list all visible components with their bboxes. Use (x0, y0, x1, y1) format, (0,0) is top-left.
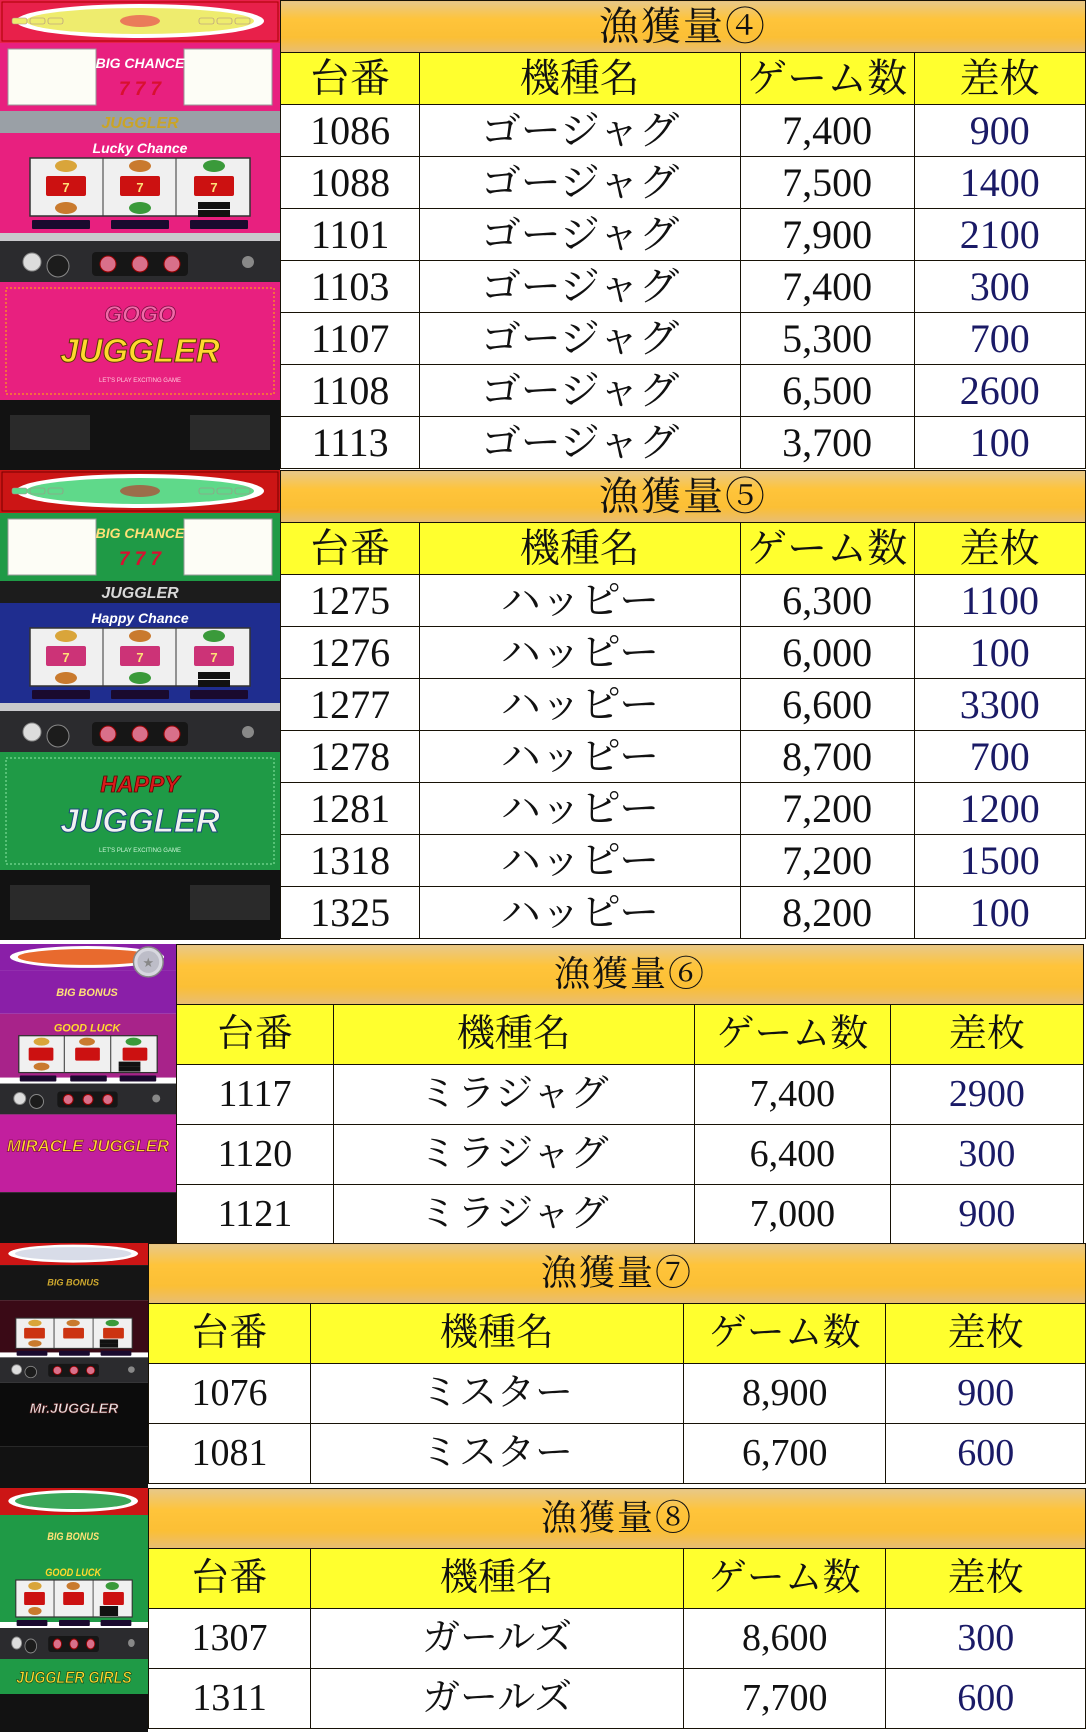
svg-text:7: 7 (210, 180, 217, 195)
svg-text:Happy Chance: Happy Chance (91, 610, 188, 626)
svg-text:MIRACLE JUGGLER: MIRACLE JUGGLER (7, 1136, 170, 1155)
svg-text:GOOD LUCK: GOOD LUCK (54, 1023, 121, 1035)
svg-text:BIG BONUS: BIG BONUS (47, 1531, 99, 1543)
svg-text:BIG CHANCE: BIG CHANCE (96, 55, 185, 71)
svg-text:JUGGLER: JUGGLER (101, 585, 179, 602)
svg-text:JUGGLER GIRLS: JUGGLER GIRLS (16, 1669, 132, 1687)
svg-text:JUGGLER: JUGGLER (101, 115, 179, 132)
svg-text:7: 7 (62, 650, 69, 665)
svg-text:★: ★ (143, 955, 155, 970)
svg-text:7: 7 (62, 180, 69, 195)
svg-text:BIG BONUS: BIG BONUS (56, 987, 118, 999)
svg-text:HAPPY: HAPPY (100, 771, 182, 797)
svg-text:7: 7 (210, 650, 217, 665)
svg-text:7 7 7: 7 7 7 (119, 79, 163, 100)
svg-text:BIG BONUS: BIG BONUS (47, 1278, 99, 1288)
svg-text:JUGGLER: JUGGLER (60, 802, 220, 839)
svg-text:BIG CHANCE: BIG CHANCE (96, 525, 185, 541)
svg-text:LET'S PLAY EXCITING GAME: LET'S PLAY EXCITING GAME (99, 378, 181, 384)
svg-text:Mr.JUGGLER: Mr.JUGGLER (30, 1400, 120, 1416)
svg-text:LET'S PLAY EXCITING GAME: LET'S PLAY EXCITING GAME (99, 848, 181, 854)
svg-text:7: 7 (136, 180, 143, 195)
svg-text:7 7 7: 7 7 7 (119, 549, 163, 570)
svg-text:Lucky Chance: Lucky Chance (93, 140, 188, 156)
svg-text:GOGO: GOGO (104, 301, 176, 327)
svg-text:GOOD LUCK: GOOD LUCK (45, 1567, 101, 1579)
svg-text:7: 7 (136, 650, 143, 665)
svg-text:JUGGLER: JUGGLER (60, 332, 220, 369)
